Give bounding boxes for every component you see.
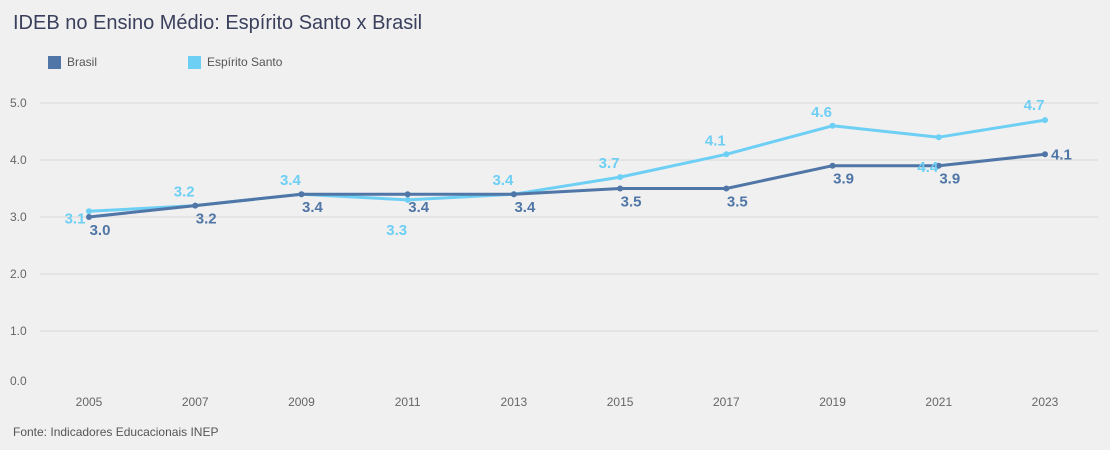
series-line-brasil — [88, 152, 1046, 219]
data-label-brasil: 3.4 — [514, 199, 536, 216]
data-label-espirito-santo: 3.7 — [599, 155, 620, 172]
data-label-brasil: 3.5 — [727, 194, 748, 211]
data-point — [723, 185, 730, 192]
data-label-brasil: 3.9 — [939, 171, 960, 188]
legend-item-brasil[interactable]: Brasil — [48, 55, 97, 69]
y-tick-label: 2.0 — [10, 267, 27, 281]
y-tick-label: 5.0 — [10, 96, 27, 110]
x-tick-label: 2013 — [501, 395, 528, 409]
y-tick-label: 0.0 — [10, 374, 27, 388]
data-point — [829, 162, 836, 169]
data-point — [510, 191, 517, 198]
data-label-espirito-santo: 3.3 — [386, 222, 407, 239]
x-tick-label: 2015 — [607, 395, 634, 409]
data-label-espirito-santo: 3.1 — [65, 210, 86, 227]
legend-item-espirito-santo[interactable]: Espírito Santo — [188, 55, 282, 69]
x-tick-label: 2019 — [819, 395, 846, 409]
x-tick-label: 2023 — [1032, 395, 1059, 409]
data-point — [404, 196, 411, 203]
data-point — [829, 122, 836, 129]
data-point — [617, 185, 624, 192]
data-point — [935, 134, 942, 141]
legend-swatch-brasil — [48, 55, 61, 69]
data-point — [86, 214, 92, 220]
data-label-brasil: 3.2 — [196, 211, 217, 228]
y-tick-label: 1.0 — [10, 324, 27, 338]
legend-label-espirito-santo: Espírito Santo — [207, 55, 283, 69]
x-tick-label: 2017 — [713, 395, 740, 409]
legend-swatch-espirito-santo — [188, 55, 201, 69]
legend-label-brasil: Brasil — [67, 55, 98, 69]
data-label-espirito-santo: 4.1 — [705, 132, 726, 149]
data-point — [192, 202, 199, 209]
chart-title: IDEB no Ensino Médio: Espírito Santo x B… — [13, 12, 423, 34]
source-note: Fonte: Indicadores Educacionais INEP — [13, 425, 219, 439]
x-tick-label: 2009 — [288, 395, 315, 409]
x-tick-label: 2005 — [76, 395, 103, 409]
data-point — [617, 174, 624, 181]
data-label-brasil: 4.1 — [1051, 146, 1072, 163]
y-tick-label: 3.0 — [10, 210, 27, 224]
data-label-brasil: 3.9 — [833, 171, 854, 188]
data-point — [1042, 151, 1048, 158]
data-label-espirito-santo: 3.2 — [174, 184, 195, 201]
data-point — [404, 191, 411, 198]
data-label-brasil: 3.0 — [90, 222, 111, 239]
data-point — [298, 191, 305, 198]
x-tick-label: 2011 — [395, 395, 421, 409]
data-point — [935, 162, 942, 169]
data-label-espirito-santo: 4.6 — [811, 104, 832, 121]
y-tick-label: 4.0 — [10, 153, 27, 167]
data-label-brasil: 3.4 — [408, 199, 430, 216]
data-label-espirito-santo: 4.4 — [917, 159, 939, 176]
data-point — [1042, 117, 1048, 124]
x-tick-label: 2021 — [925, 395, 952, 409]
data-label-brasil: 3.4 — [302, 199, 324, 216]
data-label-espirito-santo: 4.7 — [1024, 97, 1045, 114]
data-label-espirito-santo: 3.4 — [280, 172, 302, 189]
x-tick-label: 2007 — [182, 395, 209, 409]
data-point — [86, 208, 92, 215]
data-point — [723, 151, 730, 158]
data-label-espirito-santo: 3.4 — [492, 172, 514, 189]
data-label-brasil: 3.5 — [621, 194, 642, 211]
